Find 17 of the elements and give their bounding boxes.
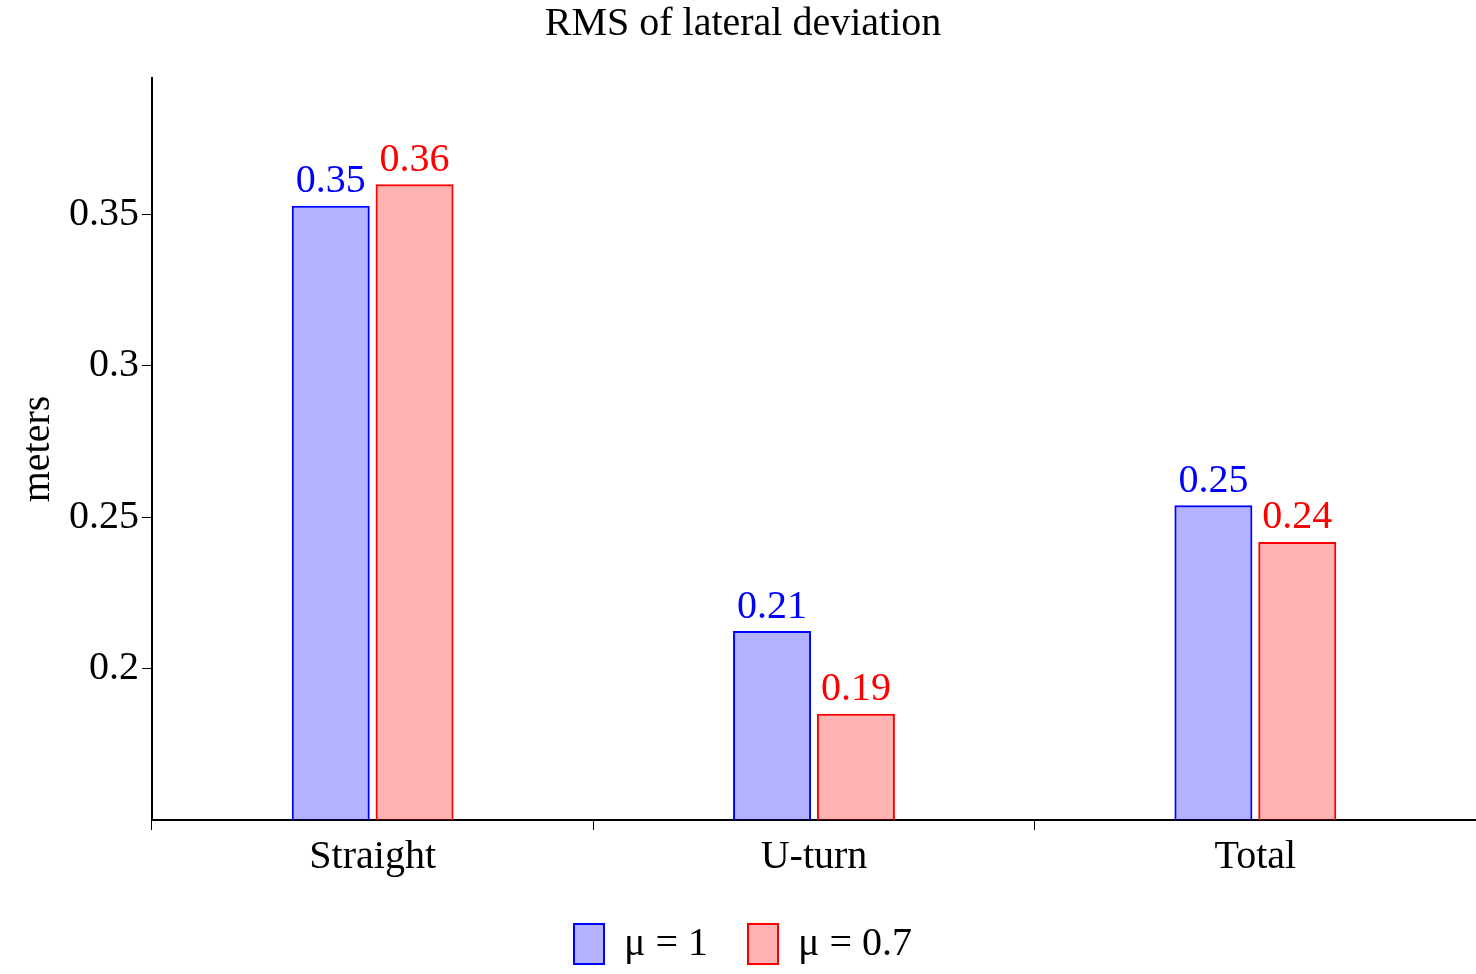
data-label: 0.24: [1262, 492, 1333, 538]
x-tick-label: Total: [1214, 831, 1297, 877]
y-tick-label: 0.25: [69, 491, 139, 537]
data-label: 0.36: [379, 134, 450, 180]
y-axis-title: meters: [12, 395, 58, 503]
legend-label: μ = 1: [624, 918, 709, 964]
chart-title: RMS of lateral deviation: [544, 0, 942, 44]
data-label: 0.35: [295, 156, 366, 202]
x-tick-label: U-turn: [760, 831, 868, 877]
legend-label: μ = 0.7: [798, 918, 913, 964]
y-tick-label: 0.3: [89, 340, 139, 386]
y-tick-label: 0.35: [69, 188, 139, 234]
data-label: 0.19: [820, 664, 891, 710]
data-label: 0.25: [1178, 455, 1249, 501]
x-tick-label: Straight: [309, 831, 436, 877]
data-label: 0.21: [737, 581, 808, 627]
y-tick-label: 0.2: [89, 643, 139, 689]
